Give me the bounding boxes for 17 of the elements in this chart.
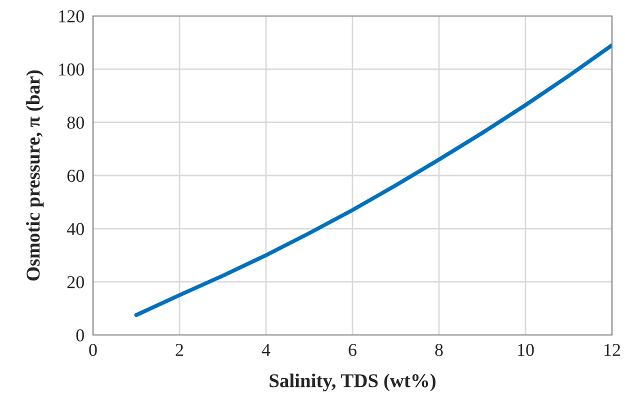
x-tick-label: 4 (262, 344, 270, 356)
y-tick-label: 80 (67, 116, 84, 129)
y-tick-label: 40 (66, 222, 84, 236)
y-axis-title: Osmotic pressure, π (bar) (26, 70, 44, 281)
x-tick-label: 0 (89, 344, 97, 356)
x-tick-label: 12 (604, 344, 620, 356)
y-tick-label: 0 (76, 329, 84, 342)
x-tick-label: 6 (348, 344, 356, 356)
y-tick-label: 20 (67, 276, 84, 288)
x-tick-label: 2 (176, 344, 184, 356)
line-series (134, 43, 612, 318)
y-tick-label: 100 (59, 63, 84, 76)
x-tick-label: 8 (435, 344, 443, 356)
y-tick-label: 120 (59, 10, 84, 22)
x-axis-title: Salinity, TDS (wt%) (270, 374, 436, 392)
x-tick-label: 10 (518, 344, 534, 356)
y-tick-label: 60 (67, 170, 84, 182)
